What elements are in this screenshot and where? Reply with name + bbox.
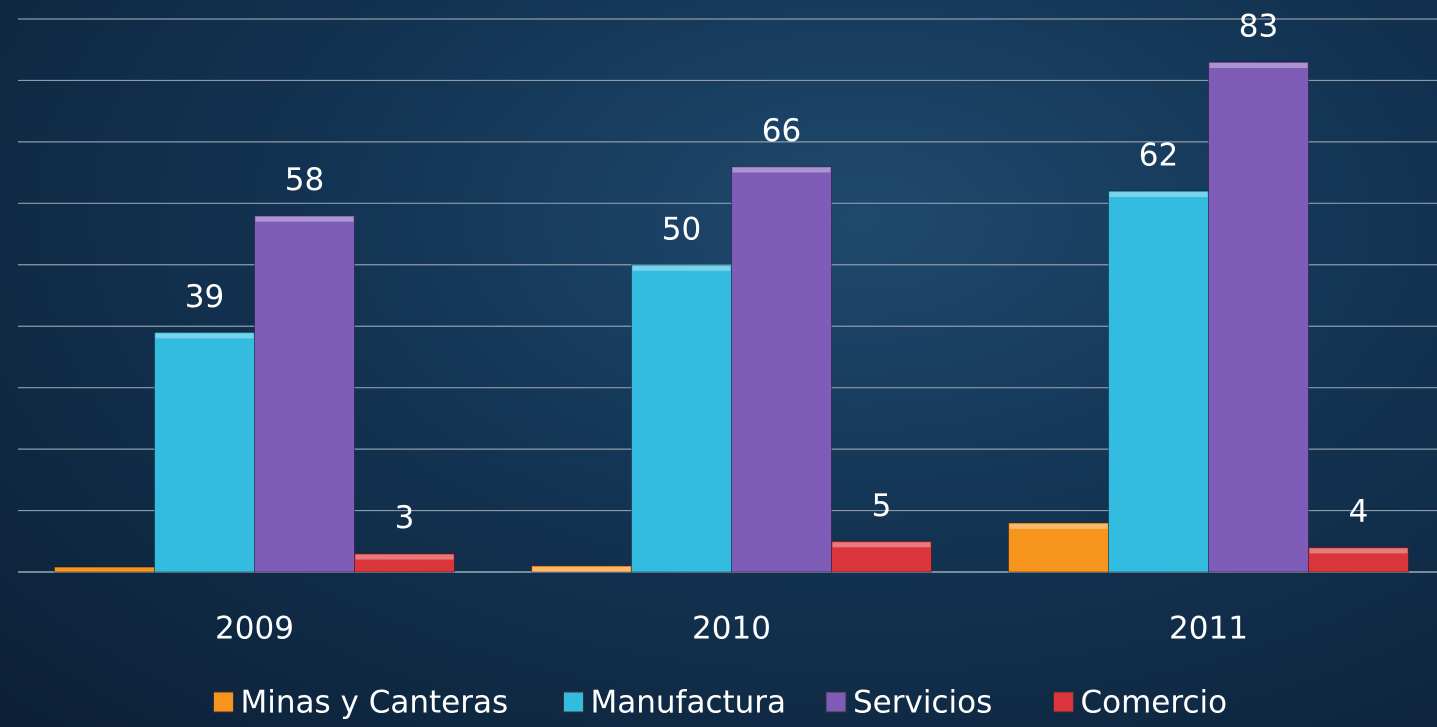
bar bbox=[1308, 546, 1409, 573]
bar bbox=[254, 215, 355, 573]
data-label: 83 bbox=[1239, 9, 1278, 45]
data-label: 66 bbox=[762, 113, 801, 149]
bar-bevel bbox=[732, 167, 831, 173]
legend-label: Manufactura bbox=[591, 685, 787, 721]
bar-bevel bbox=[255, 216, 354, 222]
bar bbox=[354, 553, 455, 573]
legend-swatch bbox=[825, 691, 847, 713]
bar bbox=[731, 165, 832, 573]
bar bbox=[1008, 522, 1109, 573]
bar-bevel bbox=[532, 566, 631, 572]
bar-bevel bbox=[1209, 63, 1308, 69]
x-tick-label: 2011 bbox=[1169, 611, 1248, 647]
data-label: 58 bbox=[285, 162, 324, 198]
legend-label: Comercio bbox=[1081, 685, 1228, 721]
data-label: 5 bbox=[872, 488, 892, 524]
legend-swatch bbox=[213, 691, 234, 713]
legend-label: Servicios bbox=[853, 685, 992, 721]
data-label: 39 bbox=[185, 279, 224, 315]
x-tick-label: 2009 bbox=[215, 611, 294, 647]
x-tick-label: 2010 bbox=[692, 611, 771, 647]
legend-swatch bbox=[563, 691, 584, 713]
bar bbox=[1208, 61, 1309, 573]
bar-bevel bbox=[1109, 192, 1208, 198]
bar bbox=[54, 566, 155, 573]
bar bbox=[154, 331, 255, 573]
legend-swatch bbox=[1053, 691, 1074, 713]
data-label: 4 bbox=[1349, 494, 1369, 530]
bar-bevel bbox=[1009, 523, 1108, 529]
bar-bevel bbox=[1309, 548, 1408, 554]
bar-bevel bbox=[632, 265, 731, 271]
bar-bevel bbox=[355, 554, 454, 560]
bar bbox=[831, 540, 932, 573]
legend-label: Minas y Canteras bbox=[241, 685, 509, 721]
bar-bevel bbox=[832, 542, 931, 548]
data-label: 3 bbox=[395, 500, 415, 536]
legend: Minas y Canteras Manufactura Servicios Come… bbox=[213, 685, 1228, 721]
data-label: 50 bbox=[662, 211, 701, 247]
data-label: 62 bbox=[1139, 138, 1178, 174]
bar-bevel bbox=[155, 333, 254, 339]
bar bbox=[631, 264, 732, 573]
bar bbox=[1108, 190, 1209, 573]
